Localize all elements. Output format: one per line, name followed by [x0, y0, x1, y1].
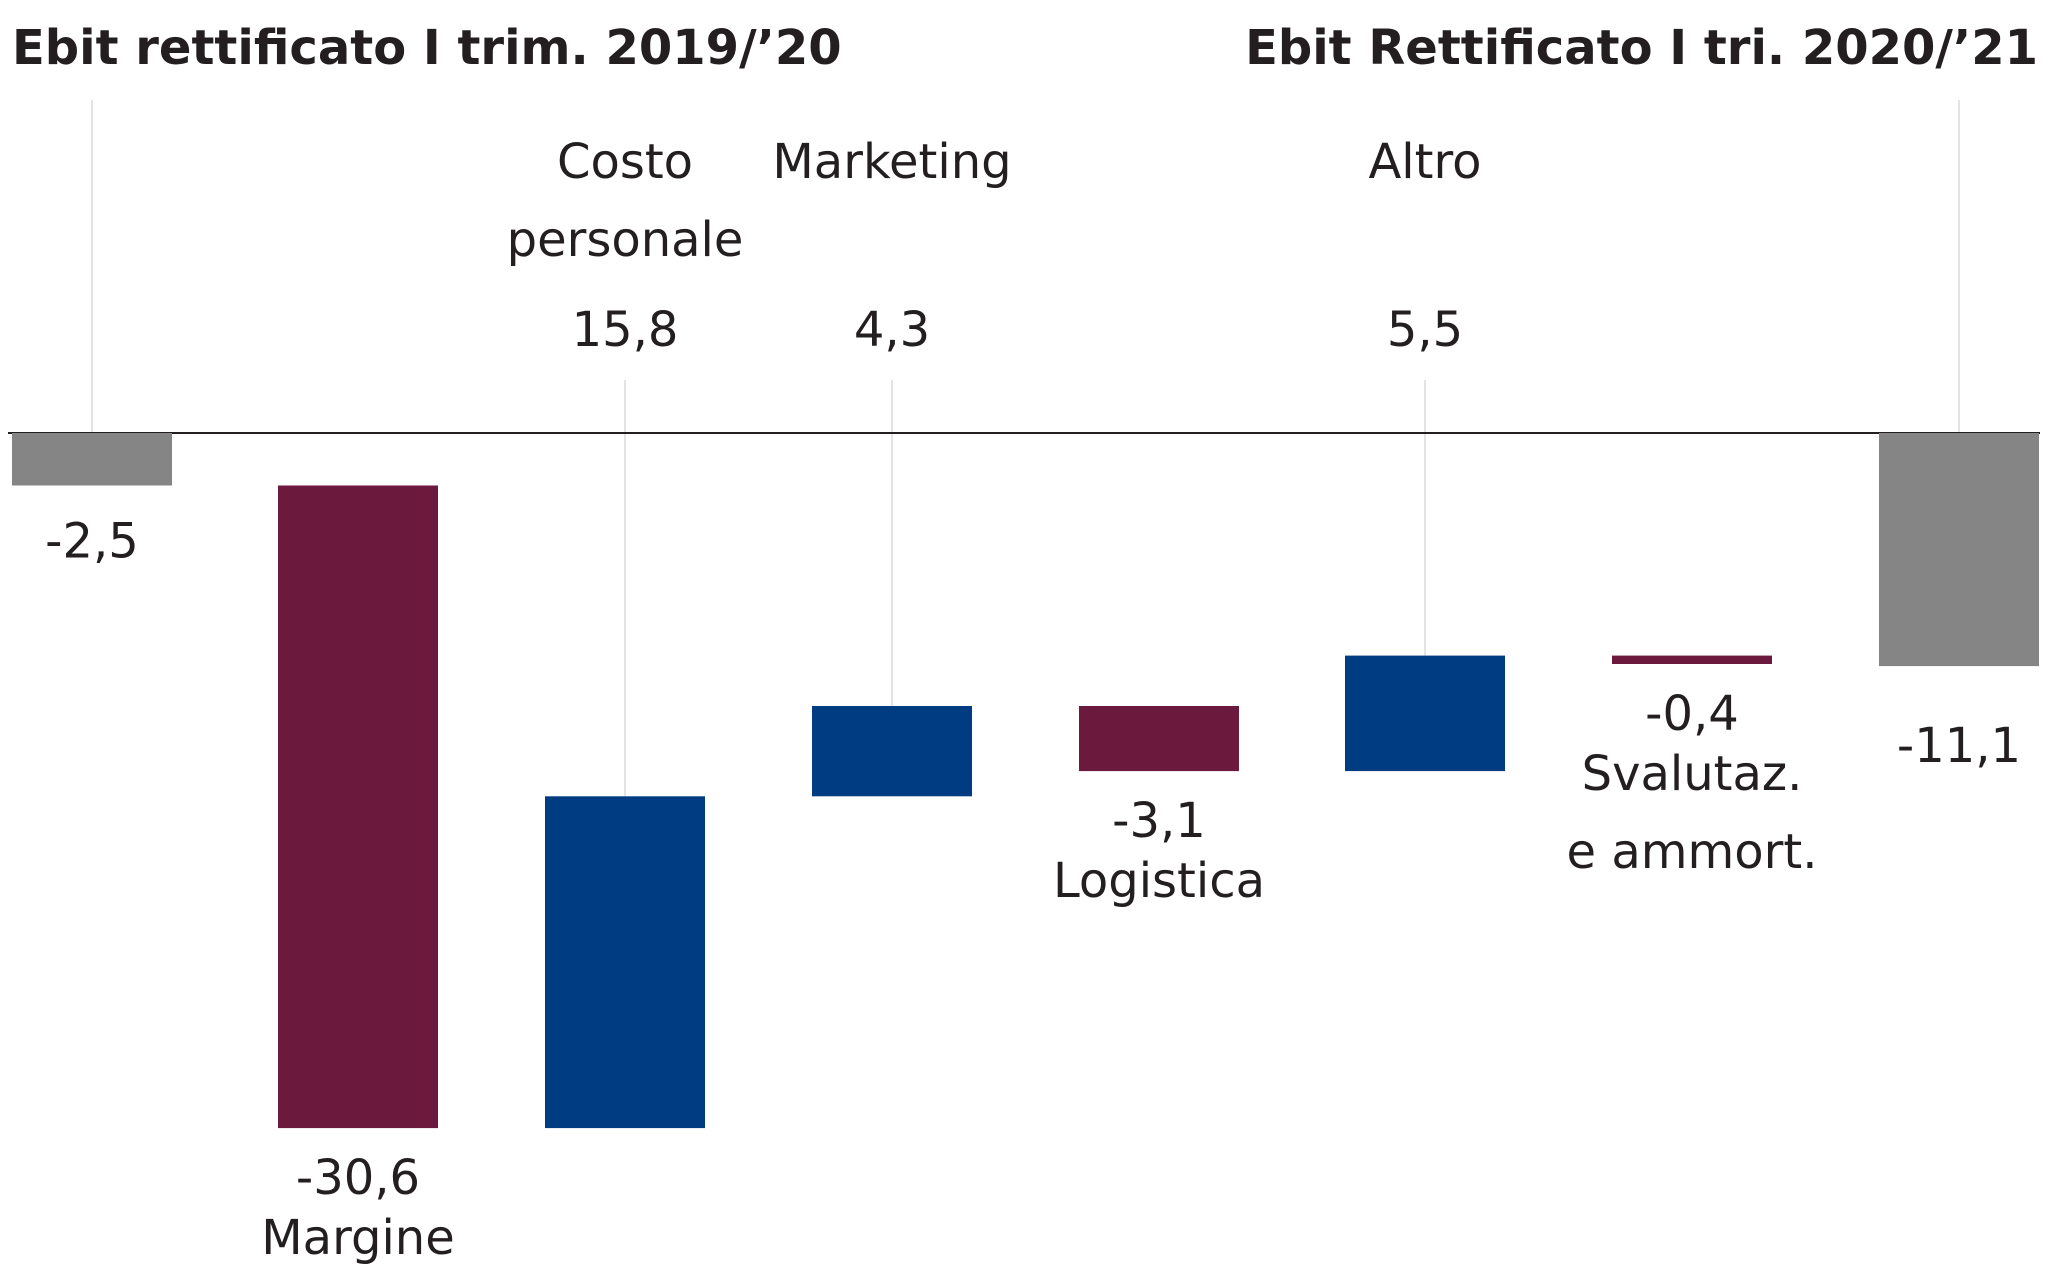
bar-end-total: [1879, 433, 2039, 667]
value-label-marketing: 4,3: [854, 302, 930, 358]
category-label-margine-lordo: Margine: [261, 1210, 454, 1266]
value-label-logistica: -3,1: [1112, 793, 1206, 849]
value-label-margine-lordo: -30,6: [296, 1150, 420, 1206]
bar-altro: [1345, 655, 1505, 772]
category-label-costo-personale: personale: [507, 212, 744, 268]
value-label-costo-personale: 15,8: [572, 302, 679, 358]
value-label-altro: 5,5: [1387, 302, 1463, 358]
value-label-end: -11,1: [1897, 718, 2021, 774]
bar-start-total: [12, 433, 172, 486]
end-total-title: Ebit Rettificato I tri. 2020/’21: [1245, 20, 2038, 76]
category-label-logistica: Logistica: [1053, 853, 1265, 909]
bar-marketing: [812, 706, 972, 797]
bar-margine-lordo: [278, 485, 438, 1129]
start-total-title: Ebit rettificato I trim. 2019/’20: [12, 20, 842, 76]
bar-costo-personale: [545, 796, 705, 1129]
guide-lines: [91, 100, 1960, 797]
labels: Ebit rettificato I trim. 2019/’20 Ebit Re…: [12, 20, 2038, 1266]
value-label-svalutaz-e-ammort: -0,4: [1645, 686, 1739, 742]
bar-svalutaz-e-ammort: [1612, 655, 1772, 664]
bars: [12, 433, 2039, 1129]
category-label-costo-personale: Costo: [557, 134, 693, 190]
value-label-start: -2,5: [45, 514, 139, 570]
category-label-marketing: Marketing: [772, 134, 1011, 190]
category-label-altro: Altro: [1368, 134, 1481, 190]
category-label-svalutaz-e-ammort: e ammort.: [1567, 824, 1818, 880]
bar-logistica: [1079, 706, 1239, 772]
category-label-svalutaz-e-ammort: Svalutaz.: [1582, 746, 1803, 802]
